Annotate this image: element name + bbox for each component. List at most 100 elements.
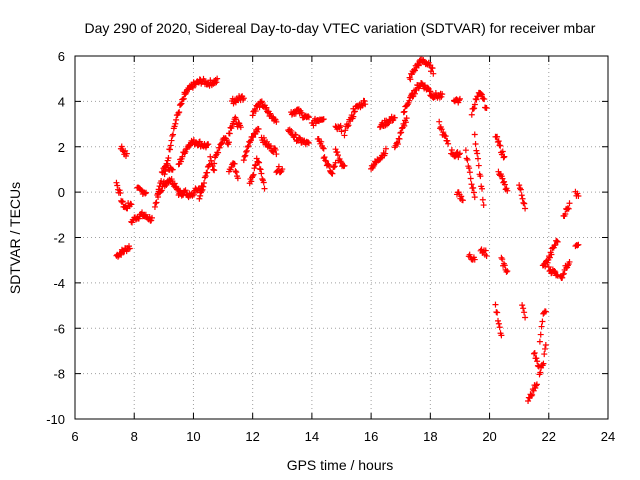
data-point — [474, 155, 481, 162]
data-point — [406, 97, 413, 104]
data-point — [471, 131, 478, 138]
data-point — [501, 178, 508, 185]
data-point — [517, 185, 524, 192]
data-point — [248, 178, 255, 185]
data-point — [196, 195, 203, 202]
data-point — [482, 247, 489, 254]
data-point — [258, 170, 265, 177]
data-point — [190, 191, 197, 198]
data-point — [467, 175, 474, 182]
data-point — [118, 251, 125, 258]
data-point — [161, 171, 168, 178]
x-tick-label: 24 — [601, 429, 615, 444]
data-point — [118, 198, 125, 205]
data-point — [170, 131, 177, 138]
y-axis-title: SDTVAR / TECUs — [7, 182, 23, 294]
data-point — [240, 157, 247, 164]
data-point — [226, 130, 233, 137]
data-point — [504, 187, 511, 194]
data-point — [264, 138, 271, 145]
x-axis-title: GPS time / hours — [287, 457, 394, 473]
data-point — [168, 176, 175, 183]
data-point — [341, 132, 348, 139]
y-tick-label: 0 — [58, 185, 65, 200]
data-point — [233, 116, 240, 123]
data-point — [275, 163, 282, 170]
data-point — [318, 138, 325, 145]
data-point — [252, 108, 259, 115]
data-point — [298, 110, 305, 117]
data-point — [118, 143, 125, 150]
data-point — [251, 165, 258, 172]
data-point — [554, 238, 561, 245]
data-point — [540, 360, 547, 367]
data-point — [499, 175, 506, 182]
data-point — [292, 132, 299, 139]
data-point — [326, 162, 333, 169]
data-point — [178, 100, 185, 107]
data-point — [319, 144, 326, 151]
data-point — [418, 80, 425, 87]
data-point — [200, 183, 207, 190]
data-point — [503, 268, 510, 275]
data-point — [534, 358, 541, 365]
data-point — [370, 163, 377, 170]
data-point — [261, 185, 268, 192]
data-point — [208, 157, 215, 164]
data-point — [151, 203, 158, 210]
data-point — [462, 147, 469, 154]
data-point — [123, 150, 130, 157]
y-tick-label: -10 — [46, 412, 65, 427]
x-tick-label: 20 — [482, 429, 496, 444]
data-point — [273, 151, 280, 158]
data-point — [473, 147, 480, 154]
data-point — [519, 302, 526, 309]
data-point — [545, 264, 552, 271]
plot-frame — [74, 55, 609, 420]
data-point — [325, 161, 332, 168]
data-point — [492, 301, 499, 308]
data-point — [214, 75, 221, 82]
data-point — [243, 147, 250, 154]
data-point — [242, 152, 249, 159]
data-point — [189, 84, 196, 91]
data-point — [425, 84, 432, 91]
data-point — [474, 150, 481, 157]
data-point — [458, 193, 465, 200]
data-point — [494, 133, 501, 140]
data-point — [213, 79, 220, 86]
data-point — [401, 122, 408, 129]
data-point — [211, 160, 218, 167]
data-point — [382, 145, 389, 152]
data-point — [212, 152, 219, 159]
data-point — [471, 194, 478, 201]
data-point — [471, 256, 478, 263]
data-point — [537, 331, 544, 338]
data-point — [119, 198, 126, 205]
data-point — [240, 95, 247, 102]
data-point — [546, 254, 553, 261]
data-point — [518, 192, 525, 199]
data-point — [260, 134, 267, 141]
data-point — [533, 381, 540, 388]
data-point — [498, 254, 505, 261]
data-point — [361, 98, 368, 105]
data-point — [544, 259, 551, 266]
data-point — [522, 314, 529, 321]
data-point — [520, 199, 527, 206]
data-point — [139, 209, 146, 216]
data-point — [470, 184, 477, 191]
data-point — [501, 153, 508, 160]
data-point — [456, 150, 463, 157]
data-point — [255, 158, 262, 165]
data-point — [548, 251, 555, 258]
x-tick-label: 18 — [423, 429, 437, 444]
data-point — [394, 141, 401, 148]
data-point — [495, 320, 502, 327]
data-point — [199, 186, 206, 193]
data-point — [337, 122, 344, 129]
data-point — [350, 113, 357, 120]
data-point — [498, 332, 505, 339]
data-point — [216, 144, 223, 151]
data-point — [218, 141, 225, 148]
